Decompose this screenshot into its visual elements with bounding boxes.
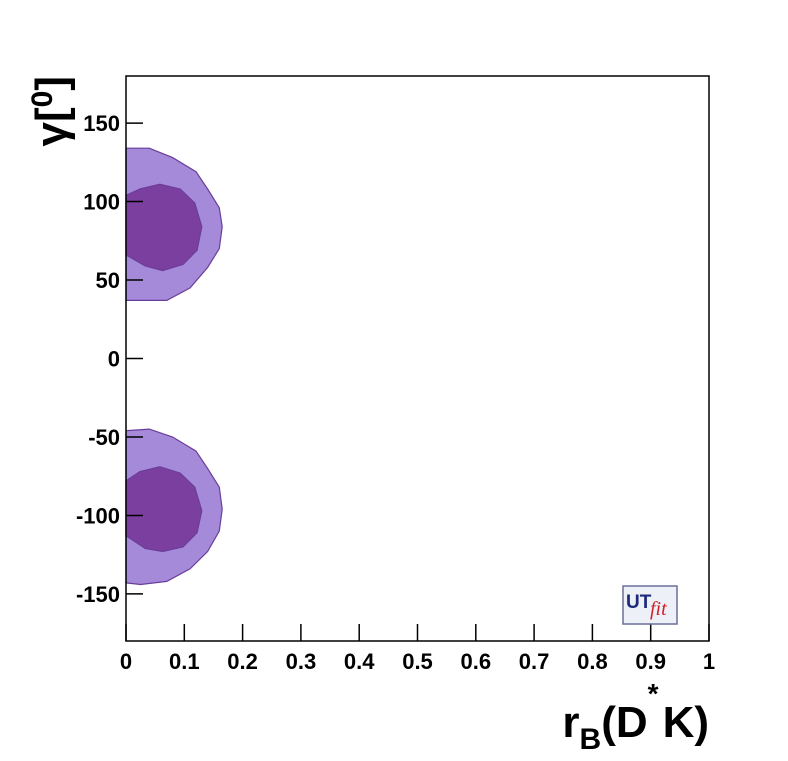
y-tick-label: -50: [88, 425, 120, 450]
x-tick-label: 0.7: [519, 649, 550, 674]
logo-box: [622, 585, 678, 625]
y-tick-label: 50: [96, 268, 120, 293]
logo: UT fit: [622, 585, 678, 625]
y-label-part: ]: [27, 76, 76, 91]
y-tick-label: 0: [108, 347, 120, 372]
logo-fit: fit: [650, 598, 667, 620]
y-tick-label: -100: [76, 503, 120, 528]
x-tick-label: 0.3: [286, 649, 317, 674]
y-label-sup: 0: [26, 91, 59, 108]
contour-region: [125, 183, 203, 272]
y-label-part: γ: [27, 121, 76, 146]
y-tick-label: 150: [83, 111, 120, 136]
x-label-sub: B: [580, 723, 602, 756]
x-label-sup: *: [648, 678, 659, 709]
x-tick-label: 0.6: [461, 649, 492, 674]
x-label-part: (D: [601, 698, 647, 747]
y-tick-label: -150: [76, 582, 120, 607]
y-axis-label: γ[0]: [26, 76, 76, 146]
x-tick-label: 0.2: [227, 649, 258, 674]
contour-region: [125, 466, 203, 553]
x-axis-label: rB(D*K): [562, 678, 709, 756]
x-tick-label: 0.8: [577, 649, 608, 674]
x-tick-label: 0: [120, 649, 132, 674]
axes: 0 0.1 0.2 0.3 0.4 0.5 0.6 0.7 0.8 0.9 1 -150 -100 -50…: [76, 111, 715, 674]
y-tick-label: 100: [83, 190, 120, 215]
y-label-part: [: [27, 107, 76, 122]
x-tick-label: 0.5: [402, 649, 433, 674]
x-tick-label: 0.4: [344, 649, 375, 674]
x-label-part: K): [663, 698, 709, 747]
x-tick-label: 0.9: [635, 649, 666, 674]
x-tick-label: 1: [703, 649, 715, 674]
x-label-part: r: [562, 698, 579, 747]
logo-ut: UT: [626, 592, 652, 613]
contour-regions: [125, 147, 223, 586]
x-tick-label: 0.1: [169, 649, 200, 674]
